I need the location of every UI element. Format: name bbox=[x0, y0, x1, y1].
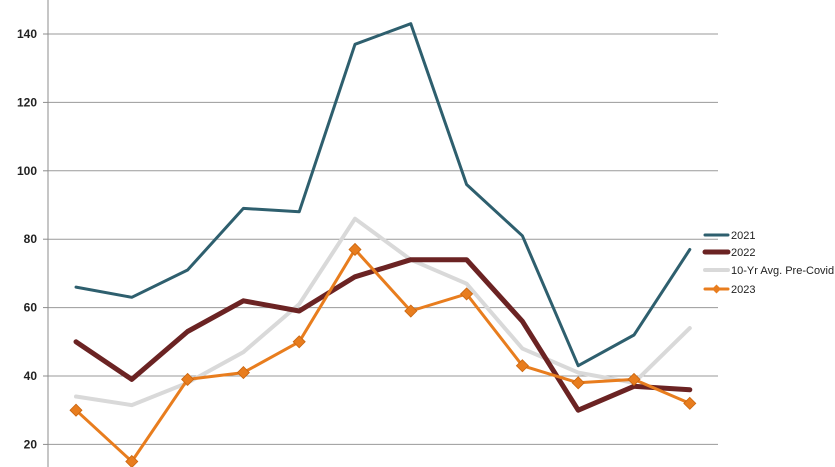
y-tick-label: 80 bbox=[24, 232, 38, 246]
y-tick-label: 20 bbox=[24, 437, 38, 451]
legend-label: 2022 bbox=[731, 247, 755, 259]
y-tick-labels: 20 40 60 80 100 120 140 bbox=[17, 27, 48, 451]
data-point-2023 bbox=[69, 403, 83, 417]
data-point-2023 bbox=[236, 366, 250, 380]
data-point-2023 bbox=[627, 372, 641, 386]
y-tick-label: 60 bbox=[24, 301, 38, 315]
series-lines bbox=[69, 22, 697, 467]
data-point-2023 bbox=[348, 242, 362, 257]
series-line-10-yr-avg-pre-covid bbox=[74, 216, 692, 408]
legend: 2021 2022 10-Yr Avg. Pre-Covid 2023 bbox=[702, 230, 834, 296]
y-tick-label: 140 bbox=[17, 27, 37, 41]
y-tick-label: 120 bbox=[17, 95, 37, 109]
data-point-2023 bbox=[292, 335, 306, 349]
data-point-2023 bbox=[571, 376, 585, 390]
series-line-2022 bbox=[73, 257, 693, 413]
y-tick-label: 40 bbox=[24, 369, 38, 383]
legend-label: 2021 bbox=[731, 230, 755, 242]
series-line-2023 bbox=[74, 248, 692, 463]
data-point-2023 bbox=[683, 396, 697, 410]
data-point-2023 bbox=[460, 287, 474, 301]
data-point-2023 bbox=[404, 304, 418, 318]
gridlines bbox=[48, 33, 718, 445]
data-point-2023 bbox=[515, 359, 529, 373]
series-line-2021 bbox=[74, 22, 692, 368]
legend-label: 10-Yr Avg. Pre-Covid bbox=[731, 265, 834, 277]
legend-label: 2023 bbox=[731, 284, 755, 296]
y-tick-label: 100 bbox=[17, 164, 37, 178]
legend-marker bbox=[712, 284, 721, 294]
data-point-2023 bbox=[181, 372, 195, 386]
data-point-2023 bbox=[125, 454, 139, 467]
